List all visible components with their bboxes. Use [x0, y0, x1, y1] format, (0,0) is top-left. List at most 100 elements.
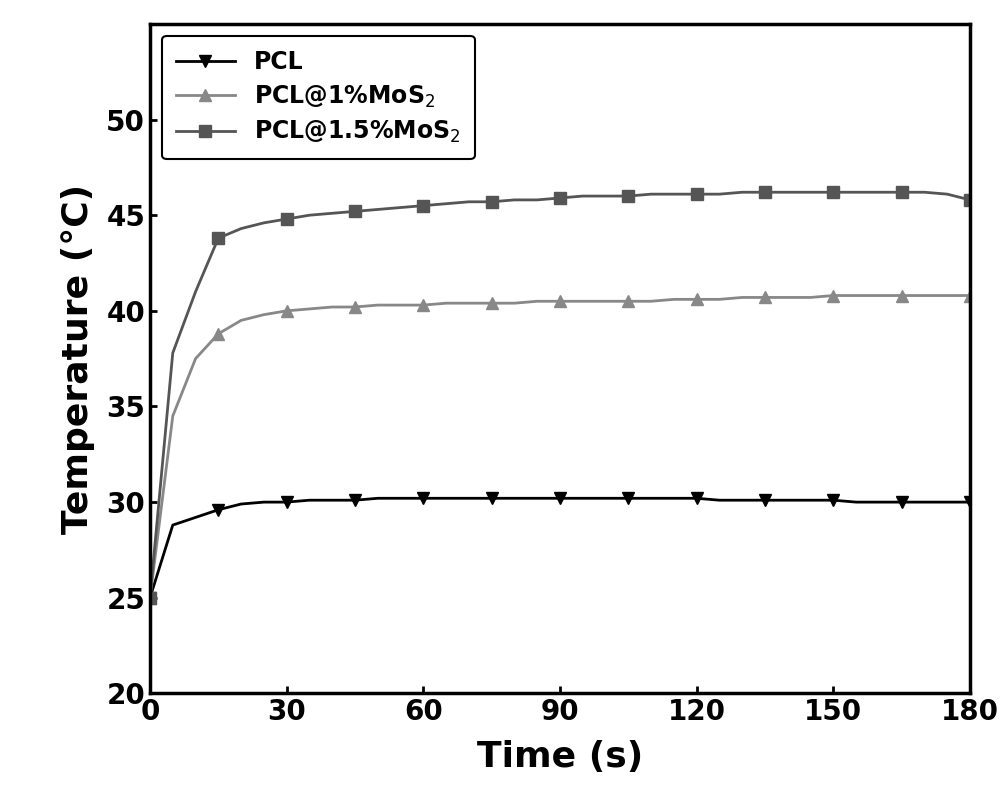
PCL@1%MoS$_2$ — [167, 411, 179, 421]
PCL — [600, 493, 612, 503]
PCL — [918, 497, 930, 507]
PCL@1.5%MoS$_2$ — [144, 593, 156, 603]
PCL@1.5%MoS$_2$ — [668, 190, 680, 199]
PCL@1.5%MoS$_2$ — [600, 191, 612, 201]
Line: PCL@1%MoS$_2$: PCL@1%MoS$_2$ — [144, 290, 976, 603]
PCL — [782, 496, 794, 505]
PCL@1%MoS$_2$ — [303, 304, 315, 314]
PCL@1.5%MoS$_2$ — [303, 210, 315, 220]
Line: PCL: PCL — [144, 493, 976, 603]
PCL@1.5%MoS$_2$ — [508, 195, 520, 205]
PCL@1%MoS$_2$ — [622, 296, 634, 306]
PCL@1.5%MoS$_2$ — [281, 214, 293, 224]
PCL@1.5%MoS$_2$ — [873, 187, 885, 197]
PCL — [440, 493, 452, 503]
PCL@1%MoS$_2$ — [918, 291, 930, 300]
Legend: PCL, PCL@1%MoS$_2$, PCL@1.5%MoS$_2$: PCL, PCL@1%MoS$_2$, PCL@1.5%MoS$_2$ — [162, 36, 475, 159]
PCL — [896, 497, 908, 507]
Line: PCL@1.5%MoS$_2$: PCL@1.5%MoS$_2$ — [144, 186, 976, 603]
PCL@1.5%MoS$_2$ — [395, 202, 407, 212]
PCL — [622, 493, 634, 503]
PCL — [668, 493, 680, 503]
PCL@1.5%MoS$_2$ — [805, 187, 817, 197]
PCL@1.5%MoS$_2$ — [941, 190, 953, 199]
PCL@1%MoS$_2$ — [827, 291, 839, 300]
PCL — [303, 496, 315, 505]
PCL@1.5%MoS$_2$ — [349, 206, 361, 216]
PCL@1.5%MoS$_2$ — [622, 191, 634, 201]
PCL — [691, 493, 703, 503]
X-axis label: Time (s): Time (s) — [477, 740, 643, 774]
PCL — [941, 497, 953, 507]
PCL@1.5%MoS$_2$ — [918, 187, 930, 197]
PCL — [554, 493, 566, 503]
PCL@1%MoS$_2$ — [805, 292, 817, 302]
PCL@1.5%MoS$_2$ — [691, 190, 703, 199]
PCL@1%MoS$_2$ — [554, 296, 566, 306]
PCL@1.5%MoS$_2$ — [326, 209, 338, 218]
PCL@1.5%MoS$_2$ — [417, 201, 429, 210]
PCL@1.5%MoS$_2$ — [463, 197, 475, 206]
PCL@1%MoS$_2$ — [417, 300, 429, 310]
Y-axis label: Temperature (°C): Temperature (°C) — [61, 183, 95, 534]
PCL@1%MoS$_2$ — [691, 295, 703, 304]
PCL@1%MoS$_2$ — [736, 292, 748, 302]
PCL — [759, 496, 771, 505]
PCL@1.5%MoS$_2$ — [850, 187, 862, 197]
PCL — [531, 493, 543, 503]
PCL@1%MoS$_2$ — [372, 300, 384, 310]
PCL@1.5%MoS$_2$ — [645, 190, 657, 199]
PCL — [850, 497, 862, 507]
PCL@1.5%MoS$_2$ — [212, 234, 224, 243]
PCL — [167, 520, 179, 530]
PCL@1%MoS$_2$ — [668, 295, 680, 304]
PCL@1%MoS$_2$ — [645, 296, 657, 306]
PCL@1.5%MoS$_2$ — [713, 190, 725, 199]
PCL@1.5%MoS$_2$ — [827, 187, 839, 197]
PCL@1%MoS$_2$ — [326, 302, 338, 312]
PCL@1.5%MoS$_2$ — [736, 187, 748, 197]
PCL — [827, 496, 839, 505]
PCL@1%MoS$_2$ — [782, 292, 794, 302]
PCL@1.5%MoS$_2$ — [486, 197, 498, 206]
PCL@1%MoS$_2$ — [463, 298, 475, 308]
PCL@1%MoS$_2$ — [531, 296, 543, 306]
PCL — [463, 493, 475, 503]
PCL — [235, 499, 247, 508]
PCL@1.5%MoS$_2$ — [258, 218, 270, 228]
PCL@1.5%MoS$_2$ — [440, 199, 452, 209]
PCL@1.5%MoS$_2$ — [167, 348, 179, 358]
PCL — [577, 493, 589, 503]
PCL@1%MoS$_2$ — [440, 298, 452, 308]
PCL — [964, 497, 976, 507]
PCL@1%MoS$_2$ — [964, 291, 976, 300]
PCL@1%MoS$_2$ — [144, 593, 156, 603]
PCL@1%MoS$_2$ — [873, 291, 885, 300]
PCL@1%MoS$_2$ — [759, 292, 771, 302]
PCL — [395, 493, 407, 503]
PCL@1%MoS$_2$ — [577, 296, 589, 306]
PCL@1.5%MoS$_2$ — [554, 193, 566, 202]
PCL@1%MoS$_2$ — [486, 298, 498, 308]
PCL — [486, 493, 498, 503]
PCL — [736, 496, 748, 505]
PCL@1%MoS$_2$ — [896, 291, 908, 300]
PCL@1.5%MoS$_2$ — [372, 205, 384, 214]
PCL@1.5%MoS$_2$ — [782, 187, 794, 197]
PCL@1%MoS$_2$ — [235, 316, 247, 325]
PCL@1%MoS$_2$ — [258, 310, 270, 320]
PCL — [805, 496, 817, 505]
PCL@1.5%MoS$_2$ — [964, 195, 976, 205]
PCL — [873, 497, 885, 507]
PCL — [212, 505, 224, 515]
PCL@1%MoS$_2$ — [349, 302, 361, 312]
PCL@1.5%MoS$_2$ — [759, 187, 771, 197]
PCL — [508, 493, 520, 503]
PCL@1%MoS$_2$ — [713, 295, 725, 304]
PCL@1.5%MoS$_2$ — [190, 287, 202, 296]
PCL@1%MoS$_2$ — [395, 300, 407, 310]
PCL@1.5%MoS$_2$ — [235, 224, 247, 234]
PCL@1%MoS$_2$ — [281, 306, 293, 316]
PCL — [258, 497, 270, 507]
PCL — [349, 496, 361, 505]
